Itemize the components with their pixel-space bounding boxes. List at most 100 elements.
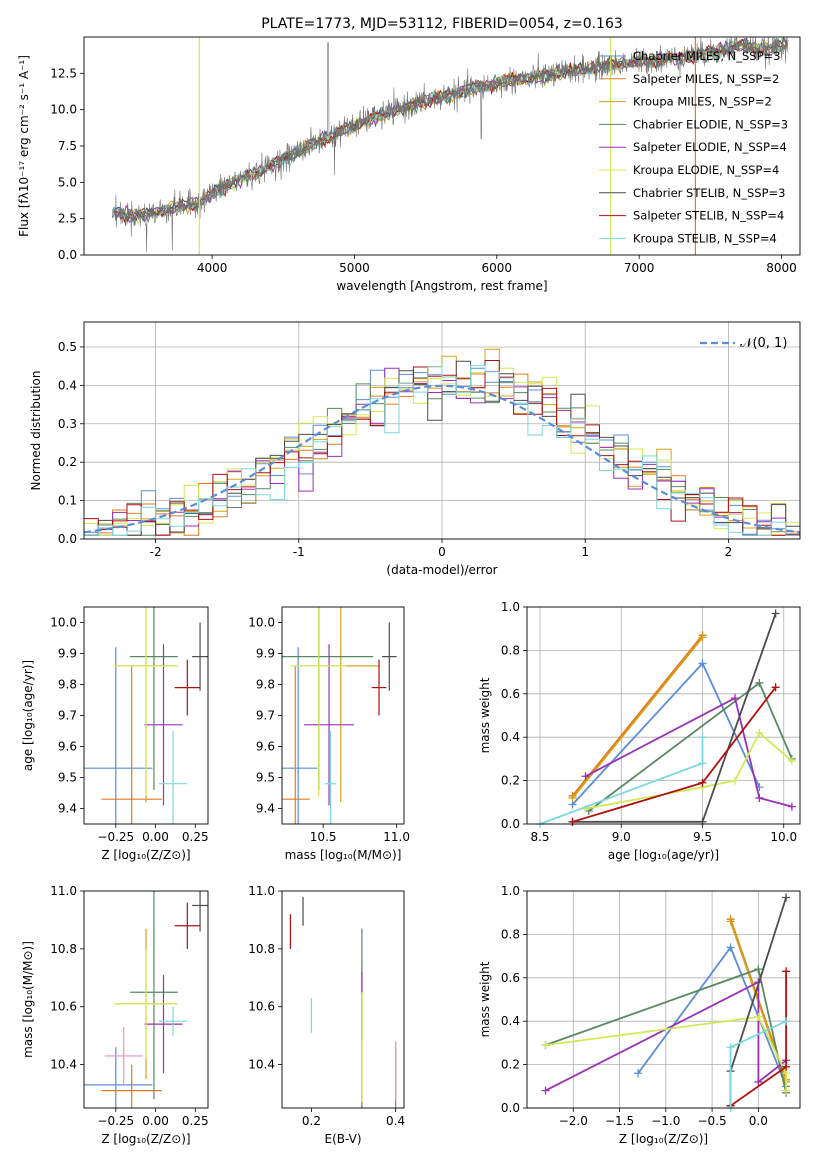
mass-weight-point: [698, 759, 707, 768]
mass-weight-point: [726, 917, 735, 926]
x-tick-label: 0.00: [142, 1114, 169, 1128]
age-vs-mass-panel: 10.5 11.0 9.4 9.5 9.6 9.7 9.8 9.9 10.0 mass [log₁…: [248, 606, 410, 862]
mass-weight-point: [698, 817, 707, 826]
y-tick-label: 0.0: [58, 248, 77, 262]
y-axis-label: mass weight: [478, 961, 492, 1037]
y-tick-label: 10.8: [248, 942, 275, 956]
data-point-errorbar: [371, 659, 387, 716]
mass-weight-point: [698, 733, 707, 742]
y-tick-label: 9.4: [256, 802, 275, 816]
mass-weight-point: [787, 757, 796, 766]
data-point-errorbar: [174, 902, 201, 949]
y-tick-label: 12.5: [50, 66, 77, 80]
legend-entry: Salpeter STELIB, N_SSP=4: [633, 209, 784, 223]
y-tick-label: 2.5: [58, 212, 77, 226]
x-axis-label: E(B-V): [324, 1132, 361, 1146]
data-point-errorbar: [158, 1006, 188, 1036]
axes-frame: [83, 321, 801, 540]
mass-weight-series-line: [588, 681, 793, 812]
mass-weight-point: [698, 778, 707, 787]
x-tick-label: 0: [438, 545, 446, 559]
x-axis-label: wavelength [Angstrom, rest frame]: [336, 279, 547, 293]
y-tick-label: 0.3: [58, 417, 77, 431]
mass-weight-point: [754, 1012, 763, 1021]
data-point-errorbar: [324, 731, 337, 824]
data-point-errorbar: [101, 1064, 162, 1108]
y-axis-label: Normed distribution: [29, 371, 43, 491]
y-tick-label: 0.2: [501, 1058, 520, 1072]
data-point-errorbar: [174, 659, 201, 716]
legend-entry: Kroupa ELODIE, N_SSP=4: [633, 163, 779, 177]
data-point-errorbar: [192, 891, 208, 932]
x-tick-label: 0.25: [182, 1114, 209, 1128]
mass-weight-series-line: [545, 980, 787, 1092]
x-tick-label: 8000: [766, 261, 797, 275]
y-tick-label: 10.4: [248, 1058, 275, 1072]
y-tick-label: 9.9: [58, 647, 77, 661]
y-tick-label: 9.6: [256, 740, 275, 754]
mass-weight-point: [731, 776, 739, 785]
data-point-errorbar: [192, 622, 208, 691]
spectrum-legend: Chabrier MILES, N_SSP=3 Salpeter MILES, N…: [599, 49, 788, 245]
axes-frame: [83, 36, 801, 256]
x-tick-label: 1: [581, 545, 589, 559]
y-tick-label: 9.5: [256, 771, 275, 785]
mass-weight-point: [771, 609, 780, 618]
mass-weight-point: [726, 943, 735, 952]
y-tick-label: 10.0: [248, 616, 275, 630]
x-axis-label: age [log₁₀(age/yr)]: [608, 848, 719, 862]
mass-weight-series-line: [545, 1015, 787, 1091]
x-tick-label: 9.0: [612, 830, 631, 844]
axes-frame: [281, 890, 405, 1109]
legend-entry: Salpeter MILES, N_SSP=2: [633, 72, 779, 86]
histogram-step-line: [84, 365, 800, 536]
mass-weight-series-line: [571, 634, 704, 797]
y-tick-label: 10.4: [50, 1058, 77, 1072]
y-tick-label: 9.4: [58, 802, 77, 816]
mass-weight-point: [726, 1043, 735, 1052]
legend-entry: 𝒩(0, 1): [740, 336, 787, 351]
y-tick-label: 10.0: [50, 103, 77, 117]
y-tick-label: 5.0: [58, 175, 77, 189]
y-tick-label: 11.0: [248, 884, 275, 898]
legend-entry: Kroupa STELIB, N_SSP=4: [633, 231, 777, 245]
y-tick-label: 0.2: [501, 774, 520, 788]
y-tick-label: 1.0: [501, 600, 520, 614]
x-tick-label: 7000: [624, 261, 655, 275]
data-point-errorbar: [381, 622, 397, 691]
y-tick-label: 9.7: [256, 709, 275, 723]
y-tick-label: 0.5: [58, 340, 77, 354]
data-point-errorbar: [84, 1047, 153, 1108]
data-point-errorbar: [304, 644, 355, 806]
legend-entry: Chabrier ELODIE, N_SSP=3: [633, 117, 788, 131]
data-point-errorbar: [290, 607, 347, 797]
weight-vs-Z-panel: −2.0 −1.5 −1.0 −0.5 0.0 0.0 0.2 0.4 0.6 0.8 1.0 Z […: [478, 884, 801, 1146]
x-axis-label: mass [log₁₀(M/M⊙)]: [285, 848, 402, 862]
x-tick-label: 10.0: [770, 830, 797, 844]
x-tick-label: −0.25: [97, 1114, 134, 1128]
x-tick-label: 11.0: [383, 830, 410, 844]
data-point-errorbar: [130, 607, 178, 790]
y-tick-label: 11.0: [50, 884, 77, 898]
y-tick-label: 10.6: [248, 1000, 275, 1014]
y-tick-label: 0.6: [501, 971, 520, 985]
y-tick-label: 9.8: [256, 678, 275, 692]
mass-weight-point: [698, 633, 707, 642]
normal-reference-curve: [83, 384, 801, 534]
mass-weight-point: [541, 1041, 550, 1050]
histogram-step-line: [84, 367, 800, 536]
y-axis-label: mass weight: [478, 677, 492, 753]
x-axis-label: (data-model)/error: [386, 563, 497, 577]
mass-vs-Z-panel: −0.25 0.00 0.25 10.4 10.6 10.8 11.0 Z [log₁₀(Z/…: [21, 884, 209, 1146]
data-point-errorbar: [130, 891, 178, 1100]
mass-weight-point: [754, 965, 763, 974]
y-tick-label: 10.0: [50, 616, 77, 630]
legend-entry: Salpeter ELODIE, N_SSP=4: [633, 140, 787, 154]
y-tick-label: 0.8: [501, 643, 520, 657]
y-tick-label: 9.6: [58, 740, 77, 754]
x-tick-label: 0.4: [386, 1114, 405, 1128]
data-point-errorbar: [101, 665, 162, 824]
y-tick-label: 0.0: [58, 532, 77, 546]
y-tick-label: 0.0: [501, 817, 520, 831]
y-tick-label: 9.7: [58, 709, 77, 723]
